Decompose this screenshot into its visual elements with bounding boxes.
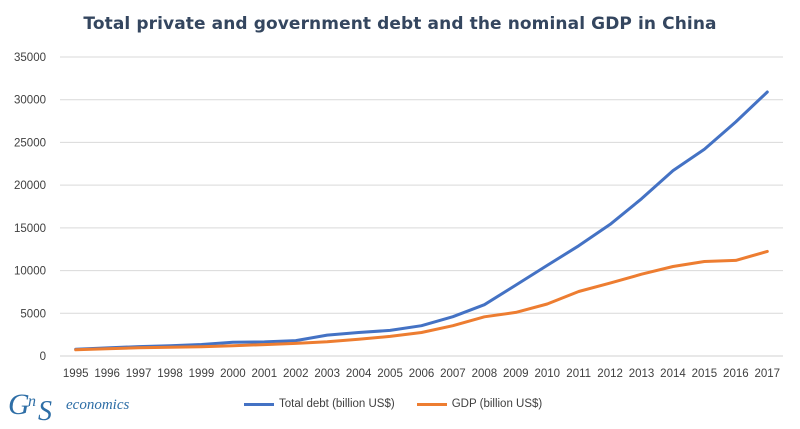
legend-item-total-debt: Total debt (billion US$) — [244, 398, 395, 410]
legend-swatch-gdp — [416, 402, 447, 406]
x-tick-label: 2015 — [692, 368, 718, 380]
x-tick-label: 2006 — [409, 368, 435, 380]
x-axis: 1995 1996 1997 1998 1999 2000 2001 2002 2003 2004… — [63, 368, 780, 380]
series-line-total-debt — [74, 90, 769, 351]
chart-title: Total private and government debt and th… — [83, 14, 717, 34]
legend-label-gdp: GDP (billion US$) — [451, 398, 543, 410]
x-tick-label: 2002 — [283, 368, 309, 380]
x-tick-label: 2008 — [472, 368, 498, 380]
y-tick-label: 5000 — [20, 308, 46, 320]
legend: Total debt (billion US$) GDP (billion US… — [244, 398, 564, 410]
x-tick-label: 1998 — [157, 368, 183, 380]
y-tick-label: 35000 — [14, 52, 46, 64]
x-tick-label: 2004 — [346, 368, 372, 380]
gns-logo-mark-icon: G n S — [8, 388, 52, 426]
gridlines — [60, 56, 783, 357]
y-tick-label: 0 — [40, 351, 46, 363]
y-tick-label: 30000 — [14, 95, 46, 107]
y-tick-label: 15000 — [14, 223, 46, 235]
series-lines — [74, 90, 769, 352]
y-tick-label: 25000 — [14, 137, 46, 149]
x-tick-label: 2010 — [534, 368, 560, 380]
legend-label-total-debt: Total debt (billion US$) — [279, 398, 395, 410]
x-tick-label: 2017 — [754, 368, 780, 380]
x-tick-label: 2000 — [220, 368, 246, 380]
y-tick-label: 20000 — [14, 180, 46, 192]
svg-text:G: G — [8, 388, 30, 421]
x-tick-label: 1995 — [63, 368, 89, 380]
x-tick-label: 2012 — [597, 368, 623, 380]
x-tick-label: 2001 — [252, 368, 278, 380]
legend-swatch-total-debt — [244, 402, 274, 406]
svg-text:n: n — [28, 393, 36, 410]
y-axis: 0 5000 10000 15000 20000 25000 30000 35000 — [14, 52, 46, 363]
gns-economics-logo: G n S economics — [8, 386, 129, 426]
x-tick-label: 2013 — [629, 368, 655, 380]
x-tick-label: 2011 — [566, 368, 591, 380]
x-tick-label: 1997 — [126, 368, 152, 380]
x-tick-label: 1996 — [94, 368, 120, 380]
svg-text:S: S — [38, 396, 52, 426]
x-tick-label: 2003 — [314, 368, 340, 380]
x-tick-label: 2005 — [377, 368, 403, 380]
x-tick-label: 2014 — [660, 368, 686, 380]
x-tick-label: 2007 — [440, 368, 466, 380]
legend-item-gdp: GDP (billion US$) — [416, 398, 543, 410]
series-line-gdp — [74, 249, 769, 352]
x-tick-label: 2016 — [723, 368, 749, 380]
x-tick-label: 2009 — [503, 368, 529, 380]
y-tick-label: 10000 — [14, 266, 46, 278]
x-tick-label: 1999 — [189, 368, 215, 380]
logo-wordmark: economics — [66, 397, 130, 413]
